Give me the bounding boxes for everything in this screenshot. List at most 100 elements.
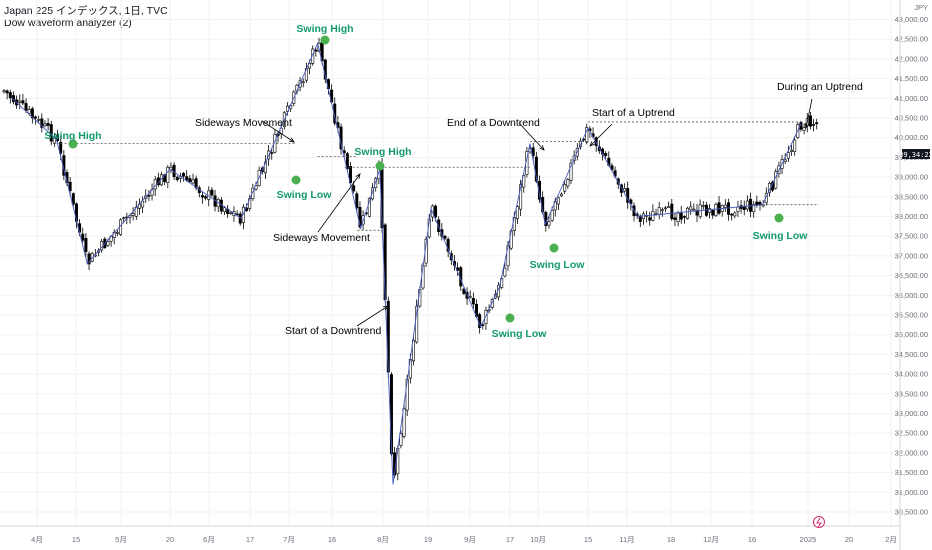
x-tick-label: 18	[667, 535, 675, 544]
arrow-head	[804, 123, 810, 130]
y-tick-label: 30,500.00	[895, 508, 928, 517]
annotation-arrow	[518, 122, 545, 151]
x-tick-label: 20	[845, 535, 853, 544]
x-tick-label: 9月	[464, 535, 476, 544]
x-tick-label: 15	[584, 535, 592, 544]
x-tick-label: 19	[424, 535, 432, 544]
candle	[166, 167, 170, 184]
y-tick-label: 43,000.00	[895, 15, 928, 24]
y-tick-label: 40,000.00	[895, 133, 928, 142]
y-tick-label: 32,000.00	[895, 448, 928, 457]
currency-label: JPY	[914, 3, 928, 12]
swing-label: Swing High	[44, 130, 101, 142]
candle	[471, 298, 475, 305]
candle	[71, 193, 75, 205]
candle	[556, 197, 560, 205]
candle	[182, 173, 186, 177]
candle	[37, 119, 41, 121]
candle	[241, 206, 245, 223]
candle	[106, 241, 110, 246]
x-tick-label: 12月	[703, 535, 719, 544]
candle	[679, 212, 683, 220]
swing-label: Swing Low	[277, 189, 333, 201]
candle	[443, 235, 447, 239]
candle	[301, 81, 305, 83]
candle	[673, 217, 677, 220]
candle	[752, 203, 756, 213]
candle	[131, 213, 135, 216]
annotation-label: Start of a Downtrend	[285, 325, 381, 337]
candle	[686, 207, 690, 219]
candle	[345, 153, 349, 170]
swing-label: Swing Low	[753, 230, 809, 242]
swing-label: Swing High	[296, 23, 353, 35]
annotation-label: During an Uptrend	[777, 81, 863, 93]
y-tick-label: 33,000.00	[895, 409, 928, 418]
candle	[783, 159, 787, 162]
candle	[648, 217, 652, 221]
current-price-label: 39,34:22	[899, 151, 932, 159]
swing-dot	[375, 161, 385, 171]
candle	[717, 202, 721, 214]
arrow-head	[589, 141, 595, 147]
candle	[484, 310, 488, 324]
candle	[411, 340, 415, 362]
x-tick-label: 6月	[203, 535, 215, 544]
y-tick-label: 32,500.00	[895, 429, 928, 438]
candle	[210, 189, 214, 196]
y-tick-label: 39,000.00	[895, 173, 928, 182]
current-price-badge	[902, 149, 930, 159]
arrow-head	[383, 305, 389, 311]
arrow-head	[355, 173, 361, 179]
x-tick-label: 20	[166, 535, 174, 544]
x-tick-label: 5月	[115, 535, 127, 544]
candle	[723, 204, 727, 208]
x-tick-label: 2025	[800, 535, 817, 544]
annotation-arrow	[317, 173, 361, 233]
candle	[446, 239, 450, 252]
arrow-head	[539, 145, 545, 151]
candle	[547, 221, 551, 226]
candle	[667, 206, 671, 209]
candle	[594, 137, 598, 146]
y-tick-label: 35,000.00	[895, 330, 928, 339]
annotation-label: Sideways Movement	[273, 232, 370, 244]
swing-dot	[549, 243, 559, 253]
lightning-icon[interactable]	[813, 516, 825, 528]
candle	[610, 165, 614, 171]
x-tick-label: 4月	[31, 535, 43, 544]
candle	[2, 90, 6, 93]
candle	[786, 152, 790, 159]
candle	[815, 122, 819, 124]
candle	[122, 217, 126, 220]
swing-dot	[505, 313, 515, 323]
candle	[188, 178, 192, 182]
candle	[440, 229, 444, 237]
annotation-label: End of a Downtrend	[447, 117, 540, 129]
candle	[789, 149, 793, 152]
swing-dot	[291, 175, 301, 185]
annotation-arrow	[261, 120, 295, 143]
candle	[399, 433, 403, 446]
candle	[733, 212, 737, 217]
candle	[736, 206, 740, 212]
candle	[371, 187, 375, 200]
x-tick-label: 17	[246, 535, 254, 544]
candle	[550, 210, 554, 221]
candle	[18, 100, 22, 103]
y-tick-label: 36,000.00	[895, 291, 928, 300]
candle	[333, 103, 337, 124]
candle	[364, 212, 368, 215]
swing-label: Swing High	[354, 146, 411, 158]
candle	[468, 295, 472, 298]
candle	[147, 195, 151, 197]
candle	[503, 267, 507, 277]
candle	[689, 206, 693, 211]
symbol-title[interactable]: Japan 225 インデックス, 1日, TVC	[4, 5, 168, 17]
x-tick-label: 7月	[283, 535, 295, 544]
candle	[802, 127, 806, 131]
y-tick-label: 34,500.00	[895, 350, 928, 359]
candle	[270, 152, 274, 154]
candle	[402, 408, 406, 437]
